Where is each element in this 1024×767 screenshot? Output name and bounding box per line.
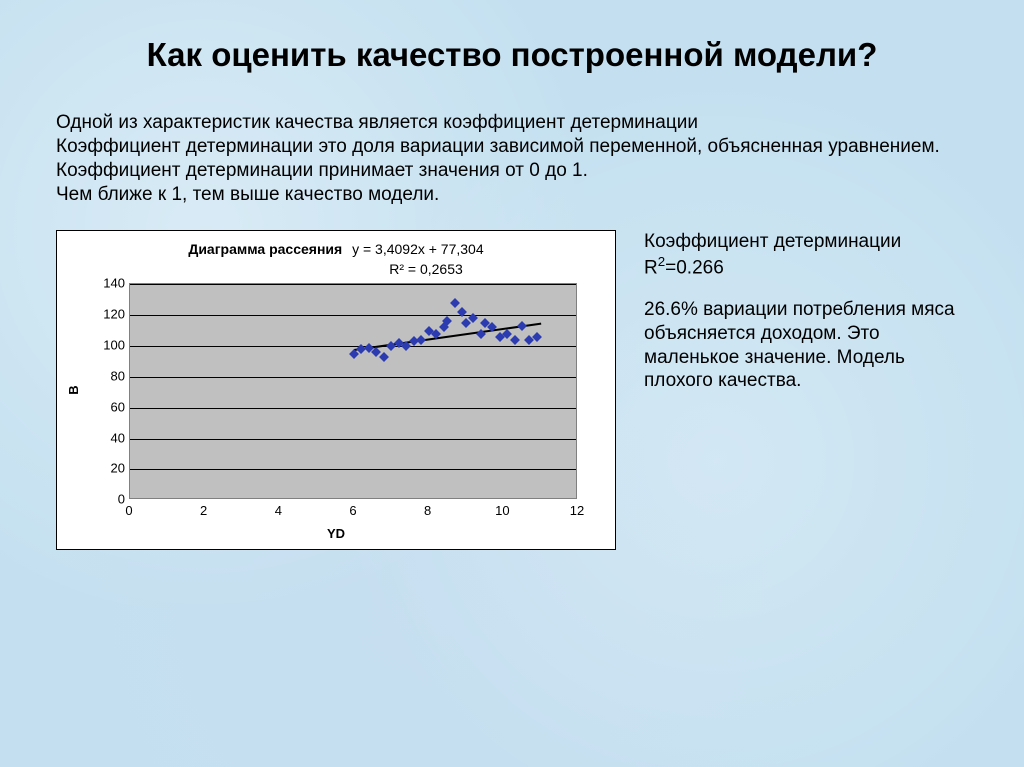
data-point bbox=[450, 298, 460, 308]
chart-title: Диаграмма рассеяния bbox=[188, 241, 342, 257]
slide: Как оценить качество построенной модели?… bbox=[0, 0, 1024, 767]
data-point bbox=[379, 352, 389, 362]
gridline bbox=[130, 315, 576, 316]
gridline bbox=[130, 284, 576, 285]
chart-rsq: R² = 0,2653 bbox=[57, 261, 615, 277]
y-tick-label: 0 bbox=[97, 492, 125, 507]
gridline bbox=[130, 469, 576, 470]
x-tick-label: 2 bbox=[200, 503, 207, 518]
y-tick-label: 80 bbox=[97, 368, 125, 383]
right-text-block: Коэффициент детерминации R2=0.266 26.6% … bbox=[644, 230, 968, 411]
y-tick-label: 20 bbox=[97, 461, 125, 476]
chart-equation: y = 3,4092x + 77,304 bbox=[352, 241, 484, 257]
plot-area bbox=[129, 283, 577, 499]
gridline bbox=[130, 377, 576, 378]
lower-row: Диаграмма рассеяния y = 3,4092x + 77,304… bbox=[56, 230, 968, 550]
x-tick-label: 12 bbox=[570, 503, 584, 518]
x-axis-label: YD bbox=[57, 526, 615, 541]
coef-determination-text: Коэффициент детерминации R2=0.266 bbox=[644, 230, 968, 280]
slide-title: Как оценить качество построенной модели? bbox=[56, 34, 968, 75]
data-point bbox=[416, 335, 426, 345]
y-tick-label: 140 bbox=[97, 276, 125, 291]
x-tick-label: 10 bbox=[495, 503, 509, 518]
coef-label-b: =0.266 bbox=[665, 257, 724, 278]
interpretation-text: 26.6% вариации потребления мяса объясняе… bbox=[644, 298, 968, 393]
x-tick-label: 6 bbox=[349, 503, 356, 518]
gridline bbox=[130, 346, 576, 347]
data-point bbox=[517, 321, 527, 331]
scatter-chart: Диаграмма рассеяния y = 3,4092x + 77,304… bbox=[56, 230, 616, 550]
y-tick-label: 120 bbox=[97, 307, 125, 322]
y-tick-label: 60 bbox=[97, 399, 125, 414]
data-point bbox=[510, 335, 520, 345]
x-tick-label: 4 bbox=[275, 503, 282, 518]
y-tick-label: 40 bbox=[97, 430, 125, 445]
x-tick-label: 0 bbox=[125, 503, 132, 518]
gridline bbox=[130, 408, 576, 409]
y-tick-label: 100 bbox=[97, 337, 125, 352]
x-tick-label: 8 bbox=[424, 503, 431, 518]
body-paragraph: Одной из характеристик качества является… bbox=[56, 111, 968, 206]
gridline bbox=[130, 439, 576, 440]
y-axis-label: B bbox=[66, 386, 81, 395]
chart-title-row: Диаграмма рассеяния y = 3,4092x + 77,304 bbox=[57, 241, 615, 257]
